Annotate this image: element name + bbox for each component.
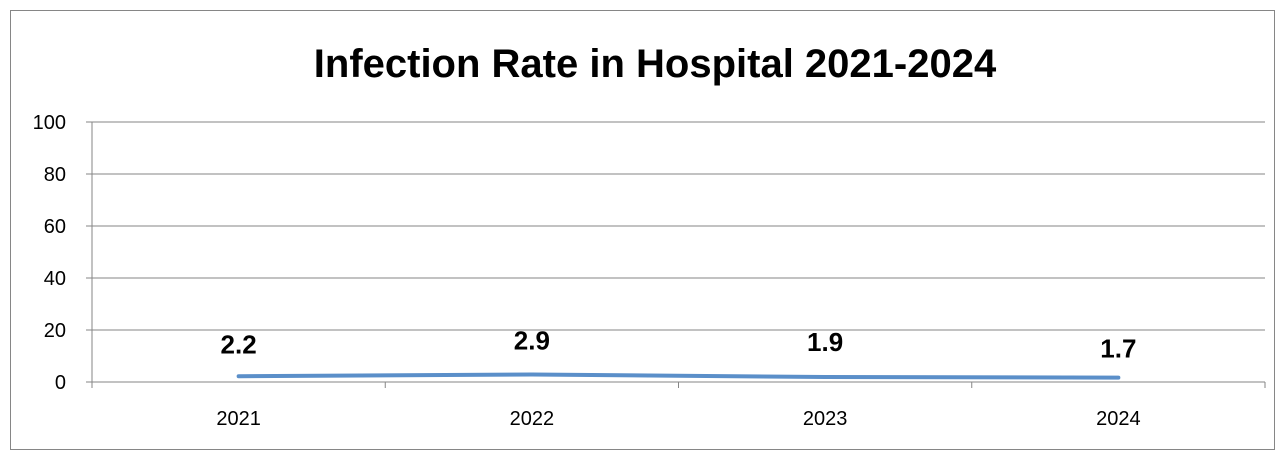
x-tick-labels: 2021 2022 2023 2024: [216, 408, 1140, 430]
y-tick-label: 20: [44, 320, 66, 342]
series-lines: [236, 372, 1121, 380]
data-label: 2.9: [514, 325, 550, 355]
data-label: 2.2: [221, 329, 257, 359]
x-tick-label: 2021: [216, 408, 261, 430]
x-tick-label: 2023: [803, 408, 848, 430]
y-tick-label: 60: [44, 216, 66, 238]
y-tick-label: 80: [44, 164, 66, 186]
series-line: [236, 372, 1121, 380]
y-tick-label: 40: [44, 268, 66, 290]
x-tick-label: 2024: [1096, 408, 1141, 430]
y-tick-label: 100: [33, 112, 66, 134]
data-label: 1.9: [807, 327, 843, 357]
axes: [86, 121, 1266, 388]
y-tick-labels: 0 20 40 60 80 100: [33, 112, 66, 394]
data-label: 1.7: [1100, 334, 1136, 364]
gridlines: [92, 121, 1265, 331]
x-tick-label: 2022: [510, 408, 555, 430]
chart-title: Infection Rate in Hospital 2021-2024: [314, 42, 997, 86]
y-tick-label: 0: [55, 372, 66, 394]
data-labels: 2.2 2.9 1.9 1.7: [221, 325, 1137, 363]
